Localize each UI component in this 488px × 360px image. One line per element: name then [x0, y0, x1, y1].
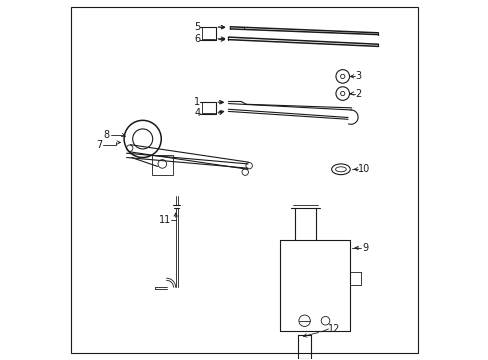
- Text: 6: 6: [194, 34, 200, 44]
- Text: 11: 11: [159, 215, 171, 225]
- Text: 2: 2: [355, 89, 361, 99]
- Text: 9: 9: [362, 243, 367, 253]
- Text: 7: 7: [96, 140, 102, 150]
- Text: 10: 10: [357, 164, 369, 174]
- Text: 12: 12: [327, 324, 339, 334]
- Text: 1: 1: [194, 97, 200, 107]
- Text: 4: 4: [194, 108, 200, 118]
- Text: 3: 3: [355, 71, 361, 81]
- Text: 8: 8: [103, 130, 109, 140]
- Text: 5: 5: [194, 22, 200, 32]
